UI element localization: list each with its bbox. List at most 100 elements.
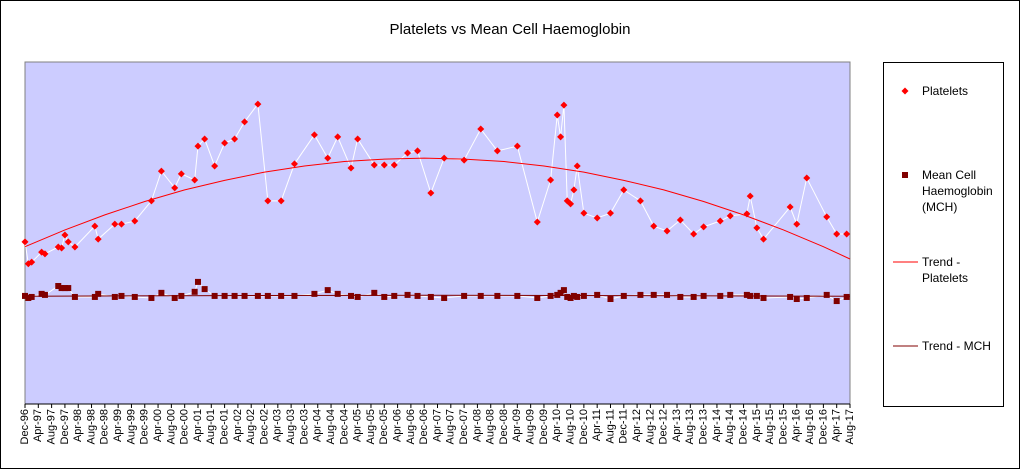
- point: [787, 293, 794, 300]
- x-tick-label: Dec-02: [258, 409, 270, 444]
- x-tick-label: Dec-08: [498, 409, 510, 444]
- point: [221, 139, 229, 147]
- x-tick-label: Aug-10: [564, 409, 576, 444]
- legend-label: Trend - MCH: [922, 339, 991, 353]
- point: [324, 287, 331, 294]
- x-tick-label: Apr-10: [551, 409, 563, 442]
- point: [311, 290, 318, 297]
- point: [201, 135, 209, 143]
- point: [148, 294, 155, 301]
- x-tick-label: Apr-02: [232, 409, 244, 442]
- point: [533, 218, 541, 226]
- point: [823, 213, 831, 221]
- point: [324, 154, 332, 162]
- point: [310, 131, 318, 139]
- x-tick-label: Dec-00: [179, 409, 191, 444]
- point: [380, 161, 388, 169]
- point: [534, 294, 541, 301]
- point: [461, 292, 468, 299]
- x-tick-label: Apr-00: [152, 409, 164, 442]
- point: [241, 118, 249, 126]
- point: [554, 291, 561, 298]
- point: [833, 298, 840, 305]
- legend-box: [883, 62, 1004, 407]
- x-tick-label: Aug-15: [764, 409, 776, 444]
- x-tick-label: Aug-00: [165, 409, 177, 444]
- x-tick-label: Apr-15: [751, 409, 763, 442]
- point: [158, 289, 165, 296]
- point: [191, 176, 199, 184]
- point: [676, 216, 684, 224]
- point: [381, 293, 388, 300]
- x-tick-label: Dec-12: [658, 409, 670, 444]
- point: [716, 217, 724, 225]
- point: [390, 161, 398, 169]
- x-tick-label: Aug-98: [85, 409, 97, 444]
- point: [494, 292, 501, 299]
- point: [567, 294, 574, 301]
- plot-area: [24, 61, 851, 405]
- x-tick-label: Aug-08: [485, 409, 497, 444]
- point: [334, 133, 342, 141]
- x-tick-label: Dec-10: [578, 409, 590, 444]
- point: [191, 288, 198, 295]
- x-tick-label: Dec-03: [298, 409, 310, 444]
- point: [391, 292, 398, 299]
- x-tick-label: Aug-07: [445, 409, 457, 444]
- point: [553, 111, 561, 119]
- point: [573, 162, 581, 170]
- point: [414, 292, 421, 299]
- x-tick-label: Apr-01: [192, 409, 204, 442]
- point: [560, 287, 567, 294]
- point: [557, 133, 565, 141]
- point: [370, 161, 378, 169]
- point: [606, 209, 614, 217]
- point: [746, 192, 754, 200]
- x-tick-label: Dec-14: [737, 409, 749, 444]
- point: [28, 258, 36, 266]
- x-tick-label: Aug-03: [285, 409, 297, 444]
- point: [58, 244, 66, 252]
- series-line: [24, 294, 851, 297]
- point: [843, 230, 851, 238]
- point: [41, 250, 49, 258]
- point: [753, 224, 761, 232]
- point: [254, 100, 262, 108]
- x-tick-label: Apr-17: [831, 409, 843, 442]
- point: [663, 227, 671, 235]
- x-tick-label: Dec-11: [618, 409, 630, 444]
- x-tick-label: Apr-11: [591, 409, 603, 441]
- x-tick-label: Aug-09: [525, 409, 537, 444]
- point: [594, 291, 601, 298]
- point: [803, 174, 811, 182]
- x-tick-label: Dec-97: [59, 409, 71, 444]
- x-tick-label: Aug-01: [205, 409, 217, 444]
- x-tick-label: Apr-08: [471, 409, 483, 442]
- point: [580, 209, 588, 217]
- x-tick-label: Apr-05: [352, 409, 364, 442]
- point: [414, 147, 422, 155]
- x-tick-label: Apr-14: [711, 409, 723, 442]
- x-tick-label: Aug-05: [365, 409, 377, 444]
- point: [65, 285, 72, 292]
- point: [71, 243, 79, 251]
- point: [650, 291, 657, 298]
- point: [607, 296, 614, 303]
- point: [25, 294, 32, 301]
- x-tick-label: Apr-99: [112, 409, 124, 442]
- point: [557, 289, 564, 296]
- point: [211, 162, 219, 170]
- point: [560, 101, 568, 109]
- x-tick-label: Dec-09: [538, 409, 550, 444]
- point: [567, 200, 575, 208]
- point: [194, 142, 202, 150]
- point: [61, 231, 69, 239]
- series-line: [24, 157, 851, 260]
- point: [28, 293, 35, 300]
- point: [513, 142, 521, 150]
- point: [760, 294, 767, 301]
- legend-marker: [902, 172, 908, 178]
- point: [460, 156, 468, 164]
